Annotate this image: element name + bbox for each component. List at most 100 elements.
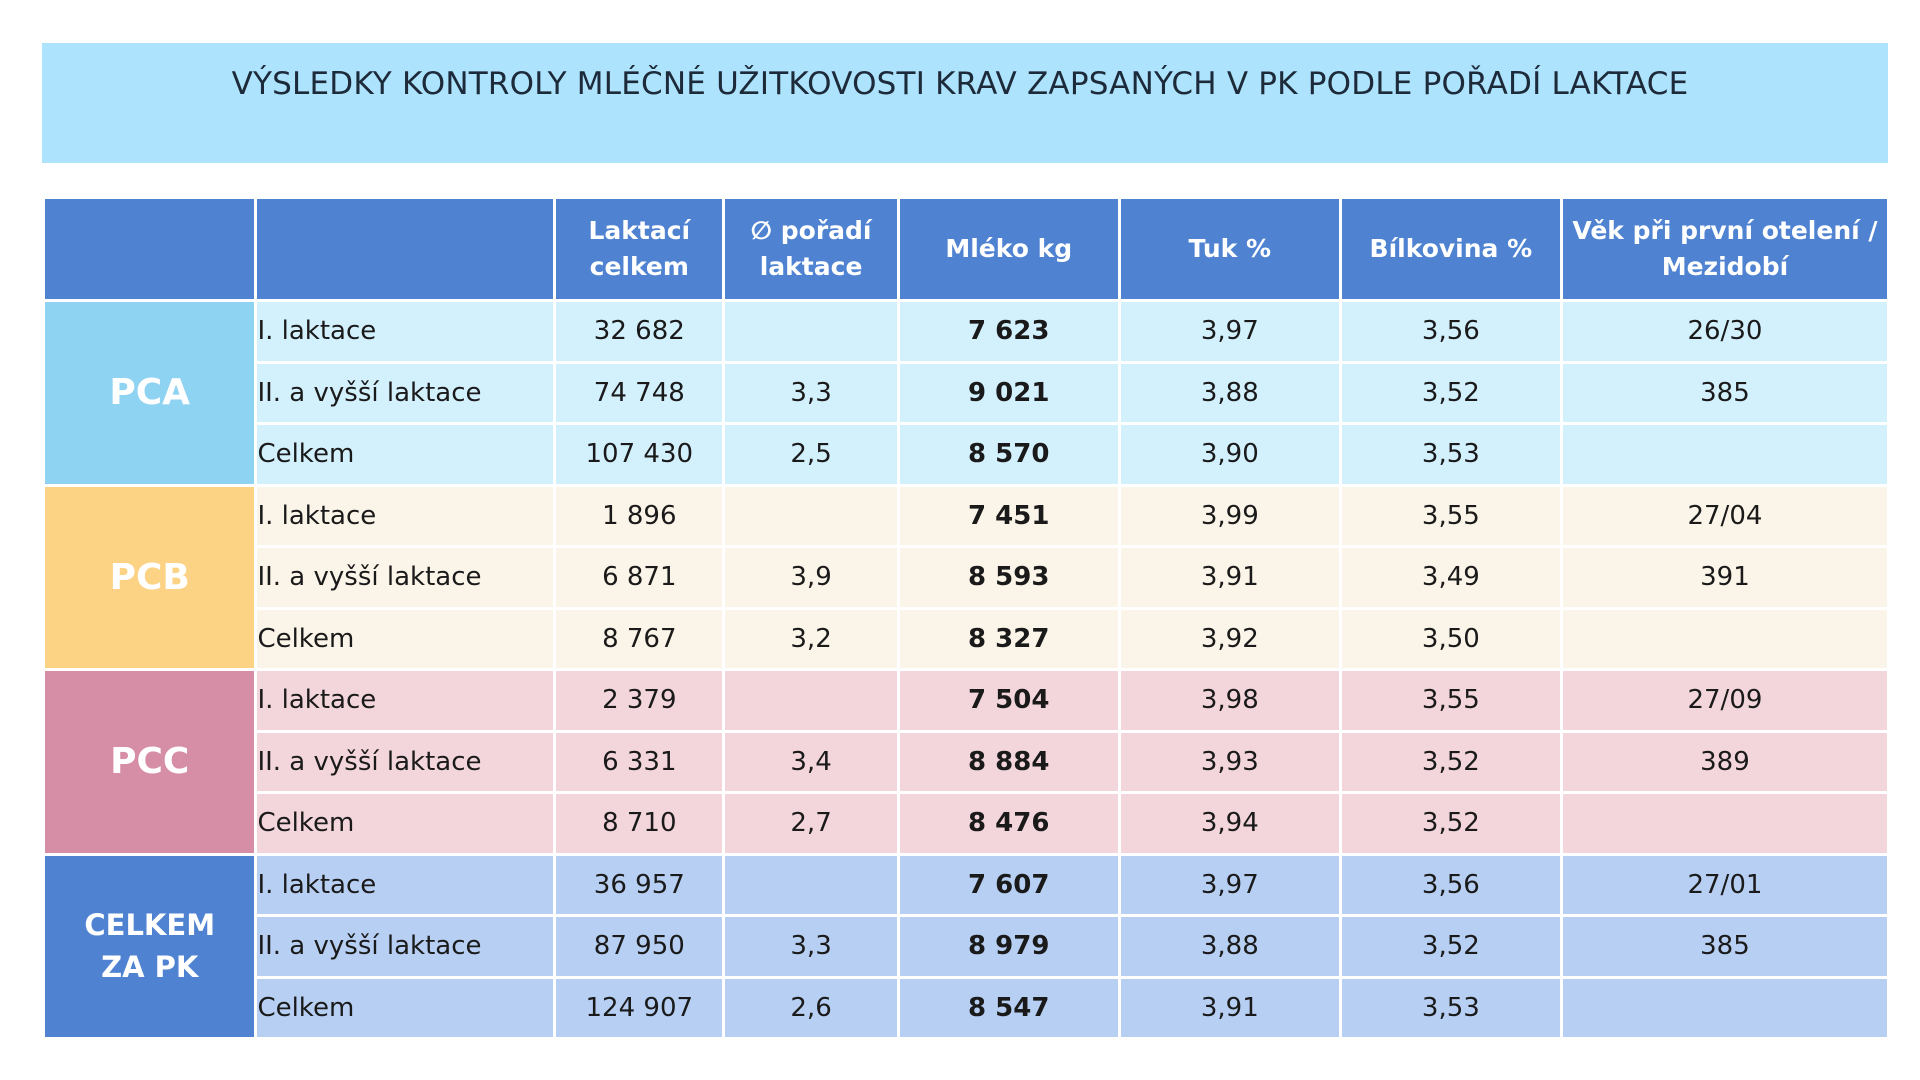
poradi-cell: 3,9 bbox=[725, 548, 897, 607]
header-lactation bbox=[257, 199, 554, 299]
vek-cell: 27/04 bbox=[1562, 486, 1887, 545]
mleko-cell: 8 979 bbox=[899, 917, 1118, 976]
poradi-cell bbox=[725, 671, 897, 730]
mleko-cell: 8 327 bbox=[899, 609, 1118, 668]
laktaci-cell: 8 767 bbox=[556, 609, 723, 668]
mleko-cell: 8 884 bbox=[899, 732, 1118, 791]
vek-cell: 27/01 bbox=[1562, 855, 1887, 914]
tuk-cell: 3,97 bbox=[1120, 855, 1339, 914]
tuk-cell: 3,91 bbox=[1120, 978, 1339, 1037]
laktaci-cell: 74 748 bbox=[556, 363, 723, 422]
bilkovina-cell: 3,55 bbox=[1341, 486, 1560, 545]
header-mleko: Mléko kg bbox=[899, 199, 1118, 299]
vek-cell bbox=[1562, 794, 1887, 853]
bilkovina-cell: 3,52 bbox=[1341, 794, 1560, 853]
poradi-cell bbox=[725, 486, 897, 545]
tuk-cell: 3,88 bbox=[1120, 363, 1339, 422]
poradi-cell bbox=[725, 855, 897, 914]
lactation-label: II. a vyšší laktace bbox=[257, 732, 554, 791]
header-row: Laktací celkem ∅ pořadí laktace Mléko kg T… bbox=[45, 199, 1887, 299]
poradi-cell: 3,3 bbox=[725, 917, 897, 976]
table-row: II. a vyšší laktace 87 950 3,3 8 979 3,8… bbox=[45, 917, 1887, 976]
header-bilkovina: Bílkovina % bbox=[1341, 199, 1560, 299]
tuk-cell: 3,93 bbox=[1120, 732, 1339, 791]
lactation-label: Celkem bbox=[257, 794, 554, 853]
bilkovina-cell: 3,56 bbox=[1341, 855, 1560, 914]
tuk-cell: 3,99 bbox=[1120, 486, 1339, 545]
bilkovina-cell: 3,52 bbox=[1341, 363, 1560, 422]
laktaci-cell: 107 430 bbox=[556, 425, 723, 484]
bilkovina-cell: 3,55 bbox=[1341, 671, 1560, 730]
group-label-pcc: PCC bbox=[45, 671, 255, 853]
group-label-total: CELKEM ZA PK bbox=[45, 855, 255, 1037]
table-row: Celkem 124 907 2,6 8 547 3,91 3,53 bbox=[45, 978, 1887, 1037]
lactation-label: II. a vyšší laktace bbox=[257, 363, 554, 422]
poradi-cell: 2,6 bbox=[725, 978, 897, 1037]
header-group bbox=[45, 199, 255, 299]
lactation-label: II. a vyšší laktace bbox=[257, 548, 554, 607]
vek-cell: 385 bbox=[1562, 363, 1887, 422]
poradi-cell: 3,3 bbox=[725, 363, 897, 422]
table-row: II. a vyšší laktace 6 871 3,9 8 593 3,91… bbox=[45, 548, 1887, 607]
poradi-cell: 2,7 bbox=[725, 794, 897, 853]
tuk-cell: 3,94 bbox=[1120, 794, 1339, 853]
laktaci-cell: 87 950 bbox=[556, 917, 723, 976]
header-poradi: ∅ pořadí laktace bbox=[725, 199, 897, 299]
mleko-cell: 7 607 bbox=[899, 855, 1118, 914]
group-label-pcb: PCB bbox=[45, 486, 255, 668]
mleko-cell: 8 547 bbox=[899, 978, 1118, 1037]
table-row: Celkem 107 430 2,5 8 570 3,90 3,53 bbox=[45, 425, 1887, 484]
lactation-label: I. laktace bbox=[257, 302, 554, 361]
vek-cell bbox=[1562, 609, 1887, 668]
poradi-cell: 2,5 bbox=[725, 425, 897, 484]
vek-cell: 389 bbox=[1562, 732, 1887, 791]
table-row: CELKEM ZA PK I. laktace 36 957 7 607 3,97… bbox=[45, 855, 1887, 1037]
bilkovina-cell: 3,50 bbox=[1341, 609, 1560, 668]
lactation-label: Celkem bbox=[257, 425, 554, 484]
mleko-cell: 8 593 bbox=[899, 548, 1118, 607]
laktaci-cell: 1 896 bbox=[556, 486, 723, 545]
vek-cell: 26/30 bbox=[1562, 302, 1887, 361]
laktaci-cell: 6 331 bbox=[556, 732, 723, 791]
tuk-cell: 3,88 bbox=[1120, 917, 1339, 976]
lactation-label: I. laktace bbox=[257, 855, 554, 914]
table-row: II. a vyšší laktace 6 331 3,4 8 884 3,93… bbox=[45, 732, 1887, 791]
mleko-cell: 7 623 bbox=[899, 302, 1118, 361]
table-row: II. a vyšší laktace 74 748 3,3 9 021 3,8… bbox=[45, 363, 1887, 422]
laktaci-cell: 8 710 bbox=[556, 794, 723, 853]
results-table: Laktací celkem ∅ pořadí laktace Mléko kg T… bbox=[42, 196, 1890, 1040]
poradi-cell: 3,2 bbox=[725, 609, 897, 668]
vek-cell: 27/09 bbox=[1562, 671, 1887, 730]
table-row: PCB I. laktace 1 896 7 451 3,99 3,55 27/… bbox=[45, 486, 1887, 668]
laktaci-cell: 32 682 bbox=[556, 302, 723, 361]
tuk-cell: 3,92 bbox=[1120, 609, 1339, 668]
tuk-cell: 3,91 bbox=[1120, 548, 1339, 607]
group-label-pca: PCA bbox=[45, 302, 255, 484]
lactation-label: II. a vyšší laktace bbox=[257, 917, 554, 976]
table-row: PCC I. laktace 2 379 7 504 3,98 3,55 27/… bbox=[45, 671, 1887, 853]
poradi-cell bbox=[725, 302, 897, 361]
title-banner bbox=[42, 43, 1888, 163]
header-vek: Věk při první otelení / Mezidobí bbox=[1562, 199, 1887, 299]
laktaci-cell: 36 957 bbox=[556, 855, 723, 914]
lactation-label: I. laktace bbox=[257, 671, 554, 730]
bilkovina-cell: 3,53 bbox=[1341, 425, 1560, 484]
bilkovina-cell: 3,52 bbox=[1341, 732, 1560, 791]
header-tuk: Tuk % bbox=[1120, 199, 1339, 299]
mleko-cell: 8 570 bbox=[899, 425, 1118, 484]
tuk-cell: 3,98 bbox=[1120, 671, 1339, 730]
bilkovina-cell: 3,52 bbox=[1341, 917, 1560, 976]
table-row: PCA I. laktace 32 682 7 623 3,97 3,56 26… bbox=[45, 302, 1887, 484]
laktaci-cell: 2 379 bbox=[556, 671, 723, 730]
table-row: Celkem 8 710 2,7 8 476 3,94 3,52 bbox=[45, 794, 1887, 853]
poradi-cell: 3,4 bbox=[725, 732, 897, 791]
tuk-cell: 3,90 bbox=[1120, 425, 1339, 484]
mleko-cell: 7 451 bbox=[899, 486, 1118, 545]
vek-cell bbox=[1562, 425, 1887, 484]
vek-cell: 391 bbox=[1562, 548, 1887, 607]
table-row: Celkem 8 767 3,2 8 327 3,92 3,50 bbox=[45, 609, 1887, 668]
mleko-cell: 7 504 bbox=[899, 671, 1118, 730]
mleko-cell: 8 476 bbox=[899, 794, 1118, 853]
laktaci-cell: 124 907 bbox=[556, 978, 723, 1037]
bilkovina-cell: 3,49 bbox=[1341, 548, 1560, 607]
